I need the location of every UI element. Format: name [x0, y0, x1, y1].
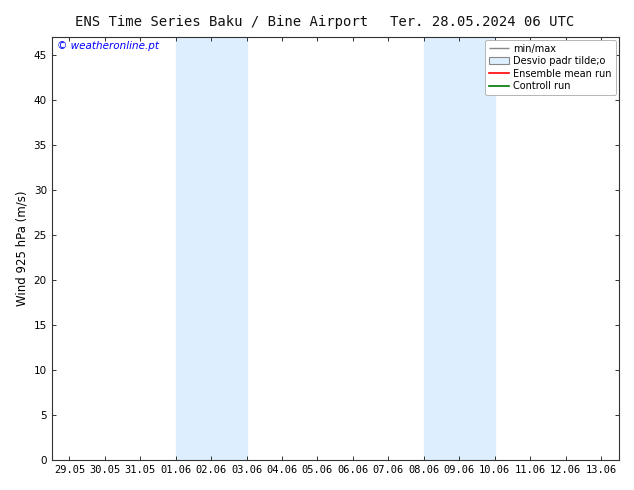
Text: ENS Time Series Baku / Bine Airport: ENS Time Series Baku / Bine Airport — [75, 15, 368, 29]
Text: © weatheronline.pt: © weatheronline.pt — [57, 41, 159, 51]
Bar — [176, 37, 247, 460]
Y-axis label: Wind 925 hPa (m/s): Wind 925 hPa (m/s) — [15, 191, 28, 306]
Bar — [424, 37, 495, 460]
Legend: min/max, Desvio padr tilde;o, Ensemble mean run, Controll run: min/max, Desvio padr tilde;o, Ensemble m… — [485, 40, 616, 95]
Text: Ter. 28.05.2024 06 UTC: Ter. 28.05.2024 06 UTC — [390, 15, 574, 29]
